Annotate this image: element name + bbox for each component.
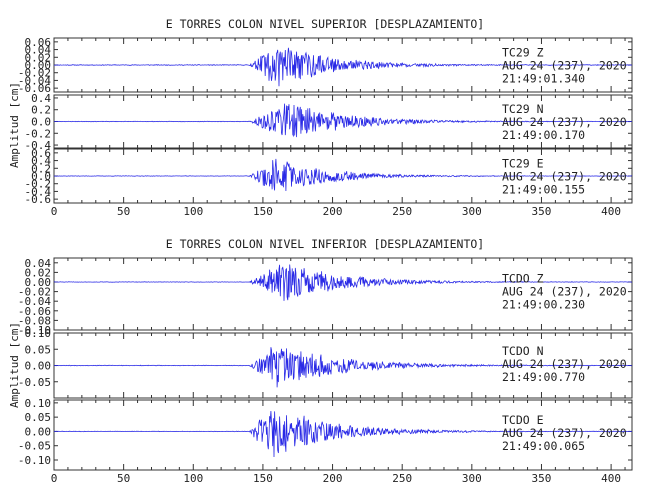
y-tick-label: 0.00 — [25, 276, 52, 289]
y-tick-label: 0.4 — [31, 155, 51, 168]
x-tick-label: 200 — [323, 472, 343, 485]
y-tick-label: 0.06 — [25, 36, 52, 49]
time-label: 21:49:00.155 — [502, 182, 585, 196]
station-label: TC29 E — [502, 156, 544, 170]
waveform-e — [53, 158, 632, 192]
y-tick-label: 0.02 — [25, 266, 52, 279]
waveform-e — [53, 410, 633, 458]
x-tick-label: 150 — [253, 205, 273, 218]
x-tick-label: 0 — [51, 205, 58, 218]
x-tick-label: 50 — [117, 472, 130, 485]
y-tick-label: -0.06 — [18, 305, 51, 318]
x-tick-label: 250 — [392, 472, 412, 485]
waveform-n — [54, 347, 632, 388]
y-tick-label: 0.4 — [31, 92, 51, 105]
y-axis-label: Amplitud [cm] — [8, 322, 21, 408]
y-tick-label: 0.04 — [25, 257, 52, 270]
y-tick-label: -0.05 — [18, 376, 51, 389]
x-tick-label: 200 — [323, 205, 343, 218]
date-label: AUG 24 (237), 2020 — [502, 284, 627, 298]
y-tick-label: -0.05 — [18, 440, 51, 453]
y-tick-label: 0.05 — [25, 411, 52, 424]
time-label: 21:49:01.340 — [502, 71, 585, 85]
date-label: AUG 24 (237), 2020 — [502, 357, 627, 371]
waveform-z — [53, 264, 632, 301]
y-tick-label: 0.10 — [25, 327, 52, 340]
date-label: AUG 24 (237), 2020 — [502, 58, 627, 72]
panel-frame — [53, 257, 633, 331]
y-axis-label: Amplitud [cm] — [8, 82, 21, 168]
y-tick-label: 0.2 — [31, 104, 51, 117]
station-label: TC29 N — [502, 102, 544, 116]
y-tick-label: 0.02 — [25, 51, 52, 64]
y-tick-label: -0.10 — [18, 324, 51, 337]
x-tick-label: 350 — [532, 472, 552, 485]
y-tick-label: -0.10 — [18, 454, 51, 467]
date-label: AUG 24 (237), 2020 — [502, 426, 627, 440]
time-label: 21:49:00.770 — [502, 370, 585, 384]
y-tick-label: 0.2 — [31, 162, 51, 175]
waveform-n — [54, 103, 632, 138]
y-tick-label: -0.08 — [18, 314, 51, 327]
y-tick-label: 0.00 — [25, 360, 52, 373]
y-tick-label: -0.4 — [25, 139, 52, 152]
time-label: 21:49:00.065 — [502, 439, 585, 453]
y-tick-label: -0.2 — [25, 127, 52, 140]
x-tick-label: 50 — [117, 205, 130, 218]
waveform-z — [53, 47, 632, 87]
x-tick-label: 150 — [253, 472, 273, 485]
x-tick-label: 350 — [532, 205, 552, 218]
y-tick-label: 0.10 — [25, 397, 52, 410]
y-tick-label: 0.6 — [31, 147, 51, 160]
date-label: AUG 24 (237), 2020 — [502, 115, 627, 129]
y-tick-label: -0.02 — [18, 67, 51, 80]
station-label: TCDO E — [502, 413, 544, 427]
station-label: TCDO Z — [502, 271, 544, 285]
time-label: 21:49:00.230 — [502, 297, 585, 311]
y-tick-label: 0.00 — [25, 59, 52, 72]
y-tick-label: -0.4 — [25, 185, 52, 198]
date-label: AUG 24 (237), 2020 — [502, 169, 627, 183]
y-tick-label: -0.06 — [18, 82, 51, 95]
y-tick-label: -0.6 — [25, 193, 52, 206]
x-tick-label: 100 — [183, 472, 203, 485]
y-tick-label: -0.04 — [18, 295, 51, 308]
x-tick-label: 400 — [601, 472, 621, 485]
y-tick-label: 0.04 — [25, 44, 52, 57]
y-tick-label: -0.04 — [18, 74, 51, 87]
station-label: TC29 Z — [502, 45, 544, 59]
x-tick-label: 300 — [462, 205, 482, 218]
x-tick-label: 400 — [601, 205, 621, 218]
y-tick-label: 0.05 — [25, 343, 52, 356]
x-tick-label: 300 — [462, 472, 482, 485]
station-label: TCDO N — [502, 344, 544, 358]
x-tick-label: 0 — [51, 472, 58, 485]
y-tick-label: -0.02 — [18, 286, 51, 299]
chart-title: E TORRES COLON NIVEL INFERIOR [DESPLAZAM… — [166, 237, 485, 251]
y-tick-label: 0.00 — [25, 425, 52, 438]
y-tick-label: -0.2 — [25, 178, 52, 191]
panel-frame — [53, 399, 633, 471]
y-tick-label: 0.0 — [31, 116, 51, 129]
chart-title: E TORRES COLON NIVEL SUPERIOR [DESPLAZAM… — [166, 17, 485, 31]
time-label: 21:49:00.170 — [502, 128, 585, 142]
y-tick-label: 0.0 — [31, 170, 51, 183]
x-tick-label: 100 — [183, 205, 203, 218]
x-tick-label: 250 — [392, 205, 412, 218]
